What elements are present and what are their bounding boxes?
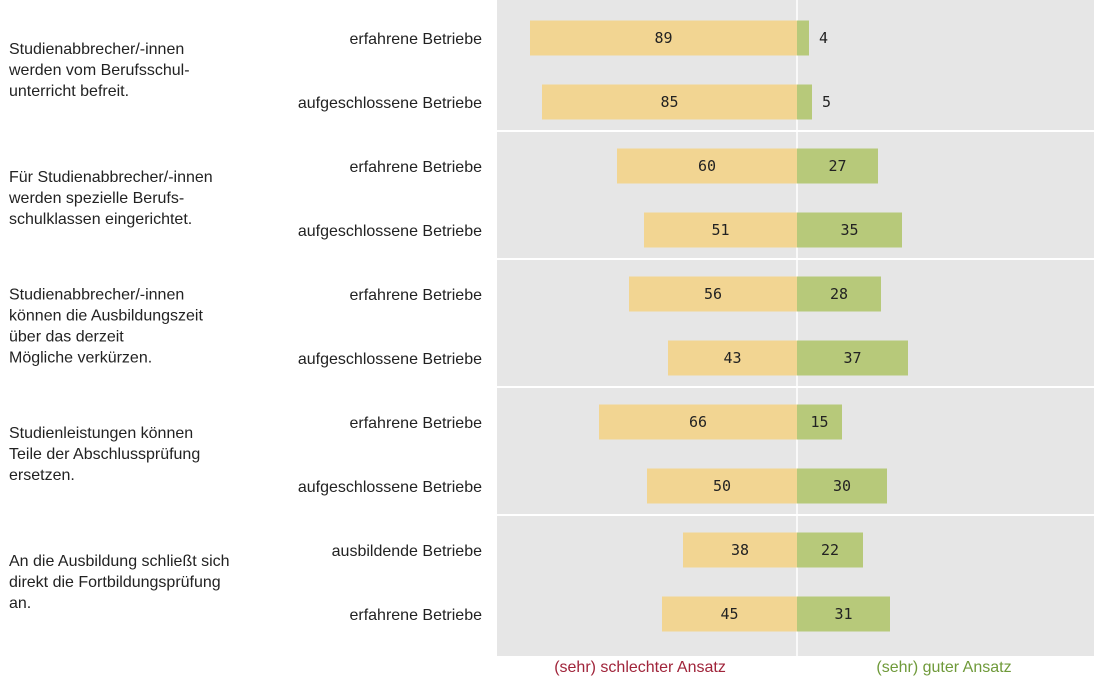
bar-negative — [668, 340, 797, 376]
group-label-line: ersetzen. — [9, 467, 75, 484]
value-label-negative: 51 — [711, 221, 729, 239]
bar-positive — [797, 212, 902, 248]
value-label-positive: 4 — [819, 29, 828, 47]
value-label-negative: 45 — [720, 605, 738, 623]
group-label-line: schulklassen eingerichtet. — [9, 211, 192, 228]
bar-negative — [599, 404, 797, 440]
bar-negative — [542, 84, 797, 120]
row-label: aufgeschlossene Betriebe — [298, 223, 482, 240]
group-label-line: Mögliche verkürzen. — [9, 350, 152, 367]
bar-negative — [617, 148, 797, 184]
value-label-negative: 50 — [713, 477, 731, 495]
group-label-line: über das derzeit — [9, 329, 124, 346]
row-label: erfahrene Betriebe — [349, 287, 482, 304]
value-label-negative: 56 — [704, 285, 722, 303]
row-label: erfahrene Betriebe — [349, 31, 482, 48]
group-label: Studienabbrecher/-innen können die Ausbil… — [9, 287, 203, 367]
bar-positive — [797, 404, 842, 440]
bar-positive — [797, 468, 887, 504]
bar-negative — [530, 20, 797, 56]
bar-negative — [662, 596, 797, 632]
bar-positive — [797, 596, 890, 632]
bar-negative — [647, 468, 797, 504]
legend-negative: (sehr) schlechter Ansatz — [554, 659, 726, 676]
row-labels: erfahrene Betriebe aufgeschlossene Betrie… — [298, 31, 482, 624]
value-label-negative: 89 — [654, 29, 672, 47]
group-label-line: Studienabbrecher/-innen — [9, 41, 184, 58]
value-label-negative: 60 — [698, 157, 716, 175]
value-label-positive: 22 — [821, 541, 839, 559]
group-label: Für Studienabbrecher/-innen werden spezie… — [8, 169, 213, 228]
bar-negative — [644, 212, 797, 248]
legend-positive: (sehr) guter Ansatz — [876, 659, 1011, 676]
group-label-line: Studienleistungen können — [9, 425, 193, 442]
value-label-positive: 27 — [828, 157, 846, 175]
value-label-positive: 5 — [822, 93, 831, 111]
group-label-line: Studienabbrecher/-innen — [9, 287, 184, 304]
group-label-line: Für Studienabbrecher/-innen — [9, 169, 213, 186]
row-label: aufgeschlossene Betriebe — [298, 95, 482, 112]
group-label-line: werden spezielle Berufs- — [8, 190, 184, 207]
value-label-negative: 85 — [660, 93, 678, 111]
group-label: An die Ausbildung schließt sich direkt di… — [9, 553, 230, 612]
group-label-line: unterricht befreit. — [9, 83, 129, 100]
row-label: aufgeschlossene Betriebe — [298, 479, 482, 496]
row-label: aufgeschlossene Betriebe — [298, 351, 482, 368]
group-label: Studienabbrecher/-innen werden vom Berufs… — [8, 41, 190, 100]
group-labels: Studienabbrecher/-innen werden vom Berufs… — [8, 41, 230, 612]
group-label-line: direkt die Fortbildungsprüfung — [9, 574, 221, 591]
value-labels: 89 4 85 5 60 27 51 35 56 28 43 37 66 15 50 30 38 22 45 31 — [654, 29, 861, 623]
row-label: erfahrene Betriebe — [349, 415, 482, 432]
value-label-positive: 15 — [810, 413, 828, 431]
bar-positive — [797, 20, 809, 56]
group-label-line: an. — [9, 595, 31, 612]
bar-positive — [797, 276, 881, 312]
group-separators — [497, 130, 1094, 516]
group-label-line: können die Ausbildungszeit — [9, 308, 203, 325]
group-label: Studienleistungen können Teile der Abschl… — [9, 425, 200, 484]
value-label-positive: 28 — [830, 285, 848, 303]
bar-positive — [797, 84, 812, 120]
value-label-positive: 31 — [834, 605, 852, 623]
bar-negative — [683, 532, 797, 568]
row-label: erfahrene Betriebe — [349, 607, 482, 624]
bar-positive — [797, 340, 908, 376]
value-label-positive: 37 — [843, 349, 861, 367]
value-label-positive: 30 — [833, 477, 851, 495]
bar-positive — [797, 148, 878, 184]
value-label-positive: 35 — [840, 221, 858, 239]
group-label-line: werden vom Berufsschul- — [8, 62, 190, 79]
value-label-negative: 43 — [723, 349, 741, 367]
bar-positive — [797, 532, 863, 568]
group-label-line: Teile der Abschlussprüfung — [9, 446, 200, 463]
bar-negative — [629, 276, 797, 312]
row-label: erfahrene Betriebe — [349, 159, 482, 176]
value-label-negative: 38 — [731, 541, 749, 559]
group-label-line: An die Ausbildung schließt sich — [9, 553, 230, 570]
value-label-negative: 66 — [689, 413, 707, 431]
bars — [530, 20, 908, 632]
row-label: ausbildende Betriebe — [332, 543, 482, 560]
